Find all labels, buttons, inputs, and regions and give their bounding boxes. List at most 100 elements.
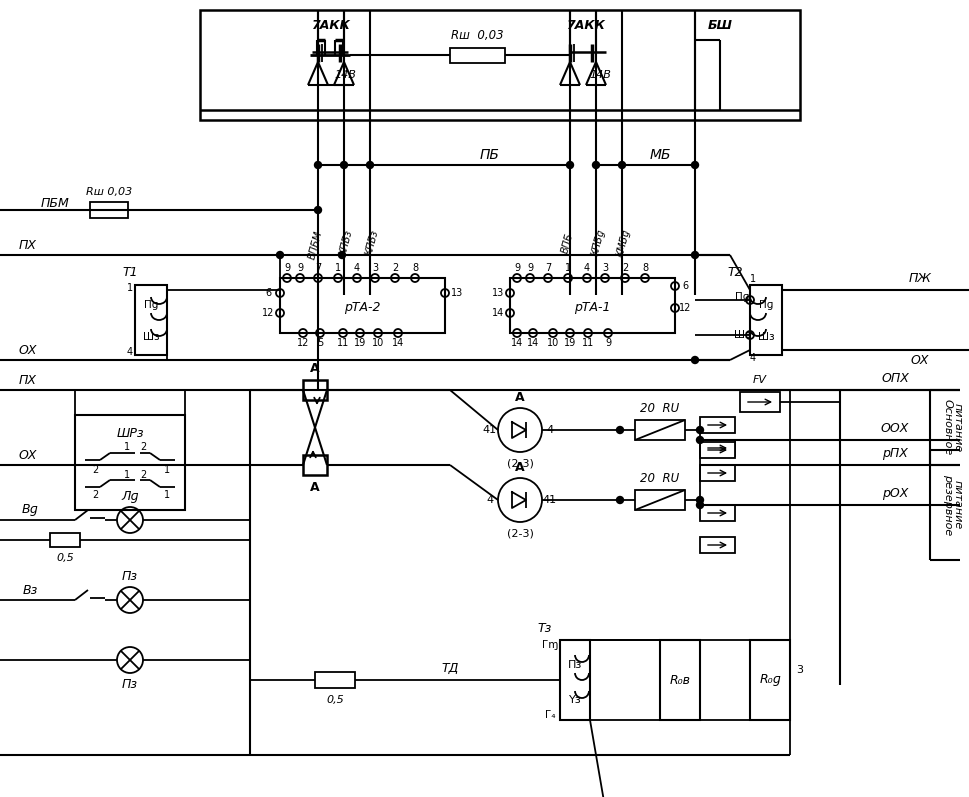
Text: Г₄: Г₄ [545,710,554,720]
Text: A: A [515,461,524,473]
Bar [739,392,779,412]
Text: КПБз: КПБз [363,229,380,257]
Circle shape [691,252,698,258]
Text: Rш 0,03: Rш 0,03 [86,187,132,197]
Circle shape [314,162,321,168]
Text: 1: 1 [124,470,130,480]
Text: рОХ: рОХ [881,486,907,500]
Circle shape [691,162,698,168]
Text: A: A [310,362,320,375]
Text: 1: 1 [334,263,341,273]
Text: ПБМ: ПБМ [41,197,70,210]
Text: 2: 2 [621,263,628,273]
Bar [635,490,684,510]
Text: 10: 10 [371,338,384,348]
Text: 9: 9 [284,263,290,273]
Text: T1: T1 [122,266,138,280]
Text: Шз: Шз [142,332,159,342]
Text: 1: 1 [127,283,133,293]
Circle shape [691,356,698,363]
Text: 3: 3 [602,263,608,273]
Text: ВПБ: ВПБ [560,232,575,254]
Text: резервное: резервное [942,474,952,536]
Text: 4: 4 [583,263,589,273]
Circle shape [696,497,703,504]
Bar [50,533,79,547]
Text: Υз: Υз [568,695,580,705]
Bar [510,278,674,333]
Bar [700,442,735,458]
Text: 10: 10 [547,338,558,348]
Bar [450,48,505,63]
Text: 2: 2 [92,465,98,475]
Text: 7: 7 [315,263,321,273]
Text: FV: FV [752,375,766,385]
Text: 14В: 14В [588,70,610,80]
Text: 13: 13 [451,288,462,298]
Text: 1: 1 [164,465,170,475]
Text: ОХ: ОХ [910,354,928,367]
Text: Rш  0,03: Rш 0,03 [451,29,503,41]
Text: ОХ: ОХ [18,344,37,356]
Text: 4: 4 [749,353,755,363]
Text: 13: 13 [491,288,504,298]
Circle shape [616,426,623,434]
Text: Шз: Шз [733,330,750,340]
Text: 0,5: 0,5 [326,695,344,705]
Circle shape [338,252,345,258]
Bar [302,380,327,400]
Text: КПБз: КПБз [337,229,354,257]
Bar [635,420,684,440]
Text: 14: 14 [491,308,504,318]
Text: Πз: Πз [567,660,581,670]
Text: Шз: Шз [757,332,773,342]
Text: Πɡ: Πɡ [735,292,748,302]
Bar [749,285,781,355]
Text: питание: питание [952,481,962,530]
Bar [559,640,589,720]
Text: 14: 14 [391,338,404,348]
Text: 20  RU: 20 RU [640,472,679,485]
Text: 4: 4 [127,347,133,357]
Text: 8: 8 [412,263,418,273]
Bar [90,202,128,218]
Text: 2: 2 [140,470,146,480]
Text: Вз: Вз [22,583,38,596]
Circle shape [566,162,573,168]
Bar [700,465,735,481]
Text: Лɡ: Лɡ [121,489,139,502]
Text: 6: 6 [681,281,687,291]
Text: T2: T2 [727,266,742,280]
Text: ТД: ТД [441,662,458,674]
Text: 41: 41 [543,495,556,505]
Bar [700,537,735,553]
Text: 11: 11 [581,338,593,348]
Text: 4: 4 [354,263,359,273]
Text: 14: 14 [511,338,522,348]
Text: (2-3): (2-3) [506,458,533,468]
Bar [749,640,789,720]
Text: Πɡ: Πɡ [758,300,772,310]
Text: ПХ: ПХ [19,238,37,252]
Text: ОХ: ОХ [18,449,37,461]
Bar [200,10,799,120]
Text: (2-3): (2-3) [506,528,533,538]
Text: 41: 41 [483,425,496,435]
Text: 9: 9 [605,338,610,348]
Bar [700,417,735,433]
Circle shape [592,162,599,168]
Text: 12: 12 [297,338,309,348]
Text: 20  RU: 20 RU [640,402,679,414]
Text: 9: 9 [514,263,519,273]
Text: ООХ: ООХ [880,422,908,434]
Text: 14В: 14В [333,70,356,80]
Text: КМБɡ: КМБɡ [615,228,632,258]
Circle shape [340,162,347,168]
Text: 19: 19 [354,338,365,348]
Text: Основное: Основное [942,399,952,456]
Text: 4: 4 [546,425,553,435]
Bar [315,672,355,688]
Bar [659,640,700,720]
Text: A: A [310,481,320,493]
Text: ШРз: ШРз [116,426,143,439]
